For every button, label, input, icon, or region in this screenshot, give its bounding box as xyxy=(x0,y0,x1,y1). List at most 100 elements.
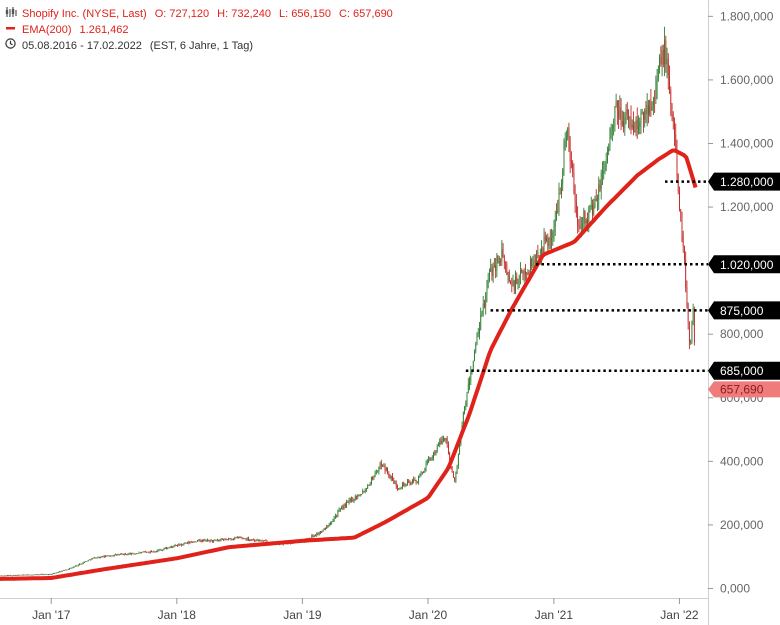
candle-body xyxy=(680,208,682,212)
candle-body xyxy=(5,575,7,577)
candle-body xyxy=(172,546,174,548)
candle-body xyxy=(216,539,218,541)
candle-body xyxy=(318,533,320,534)
candle-body xyxy=(462,412,464,426)
candle-body xyxy=(320,531,321,534)
candle-body xyxy=(557,210,559,212)
level-label-bg xyxy=(708,172,780,191)
candle-body xyxy=(198,539,200,541)
candle-body xyxy=(218,540,220,542)
candle-body xyxy=(79,563,80,565)
candle-body xyxy=(103,555,105,558)
candle-body xyxy=(451,466,453,472)
candle-body xyxy=(259,540,261,542)
candle-body xyxy=(608,147,610,152)
candle-body xyxy=(654,98,656,100)
candle-body xyxy=(518,276,520,280)
candle-body xyxy=(101,556,103,558)
candle-body xyxy=(582,223,583,228)
candle-body xyxy=(199,539,201,541)
candle-body xyxy=(214,539,216,541)
candle-body xyxy=(367,485,369,489)
candle-body xyxy=(455,472,457,481)
candle-body xyxy=(547,237,549,246)
candle-body xyxy=(593,203,595,215)
candle-body xyxy=(183,543,185,545)
candle-body xyxy=(641,112,643,114)
candle-body xyxy=(628,113,629,119)
candle-body xyxy=(224,539,226,541)
candle-body xyxy=(562,169,564,185)
candle-body xyxy=(650,101,652,110)
candle-body xyxy=(189,542,191,544)
candle-body xyxy=(599,184,601,190)
candle-body xyxy=(264,540,265,542)
candle-body xyxy=(390,475,392,479)
candle-body xyxy=(62,569,64,571)
candle-body xyxy=(597,200,598,202)
candle-body xyxy=(91,558,93,560)
candle-body xyxy=(636,119,638,130)
candle-body xyxy=(373,476,375,480)
candle-body xyxy=(69,568,70,570)
candle-body xyxy=(156,551,157,553)
candle-body xyxy=(353,499,355,501)
candle-body xyxy=(20,574,22,576)
candle-body xyxy=(33,574,34,576)
candle-body xyxy=(130,553,131,555)
candle-body xyxy=(526,272,528,275)
candle-body xyxy=(500,261,501,262)
clock-icon xyxy=(5,38,19,54)
candle-body xyxy=(364,488,366,493)
candle-body xyxy=(173,545,175,548)
candle-body xyxy=(209,540,211,542)
candle-body xyxy=(394,482,396,484)
candle-body xyxy=(495,265,497,271)
candle-body xyxy=(533,260,535,263)
candle-body xyxy=(674,121,675,135)
candle-body xyxy=(85,561,87,563)
candle-body xyxy=(243,538,244,540)
candle-body xyxy=(610,128,612,137)
candle-body xyxy=(163,548,165,550)
candle-body xyxy=(531,258,533,266)
candle-body xyxy=(578,225,580,226)
candle-body xyxy=(595,198,597,202)
candle-body xyxy=(382,466,383,468)
candle-body xyxy=(45,574,47,575)
legend-open: O: 727,120 xyxy=(154,8,210,20)
candle-body xyxy=(603,171,605,172)
candle-body xyxy=(675,134,677,150)
candle-body xyxy=(692,308,694,325)
candle-body xyxy=(128,553,130,555)
candle-body xyxy=(489,271,490,281)
candle-body xyxy=(111,555,113,557)
candle-body xyxy=(236,537,238,538)
candle-body xyxy=(146,551,147,553)
candle-body xyxy=(387,467,388,474)
candle-body xyxy=(549,239,551,240)
candle-body xyxy=(152,551,154,553)
candle-body xyxy=(580,227,582,229)
candle-body xyxy=(21,574,23,576)
candle-body xyxy=(107,555,109,557)
candle-body xyxy=(516,276,518,285)
candle-body xyxy=(380,462,382,467)
candle-body xyxy=(389,476,391,479)
candle-body xyxy=(54,573,56,574)
candle-body xyxy=(67,569,69,571)
candle-body xyxy=(372,477,374,480)
candle-body xyxy=(491,267,493,277)
candle-body xyxy=(625,109,627,118)
candle-body xyxy=(436,445,438,452)
candle-body xyxy=(558,193,560,212)
candle-body xyxy=(333,517,335,521)
candle-body xyxy=(344,503,346,506)
candle-body xyxy=(449,452,451,462)
candle-body xyxy=(544,236,546,241)
candle-body xyxy=(430,457,432,459)
candle-body xyxy=(19,574,21,576)
candle-body xyxy=(102,556,104,558)
candle-body xyxy=(415,480,417,483)
